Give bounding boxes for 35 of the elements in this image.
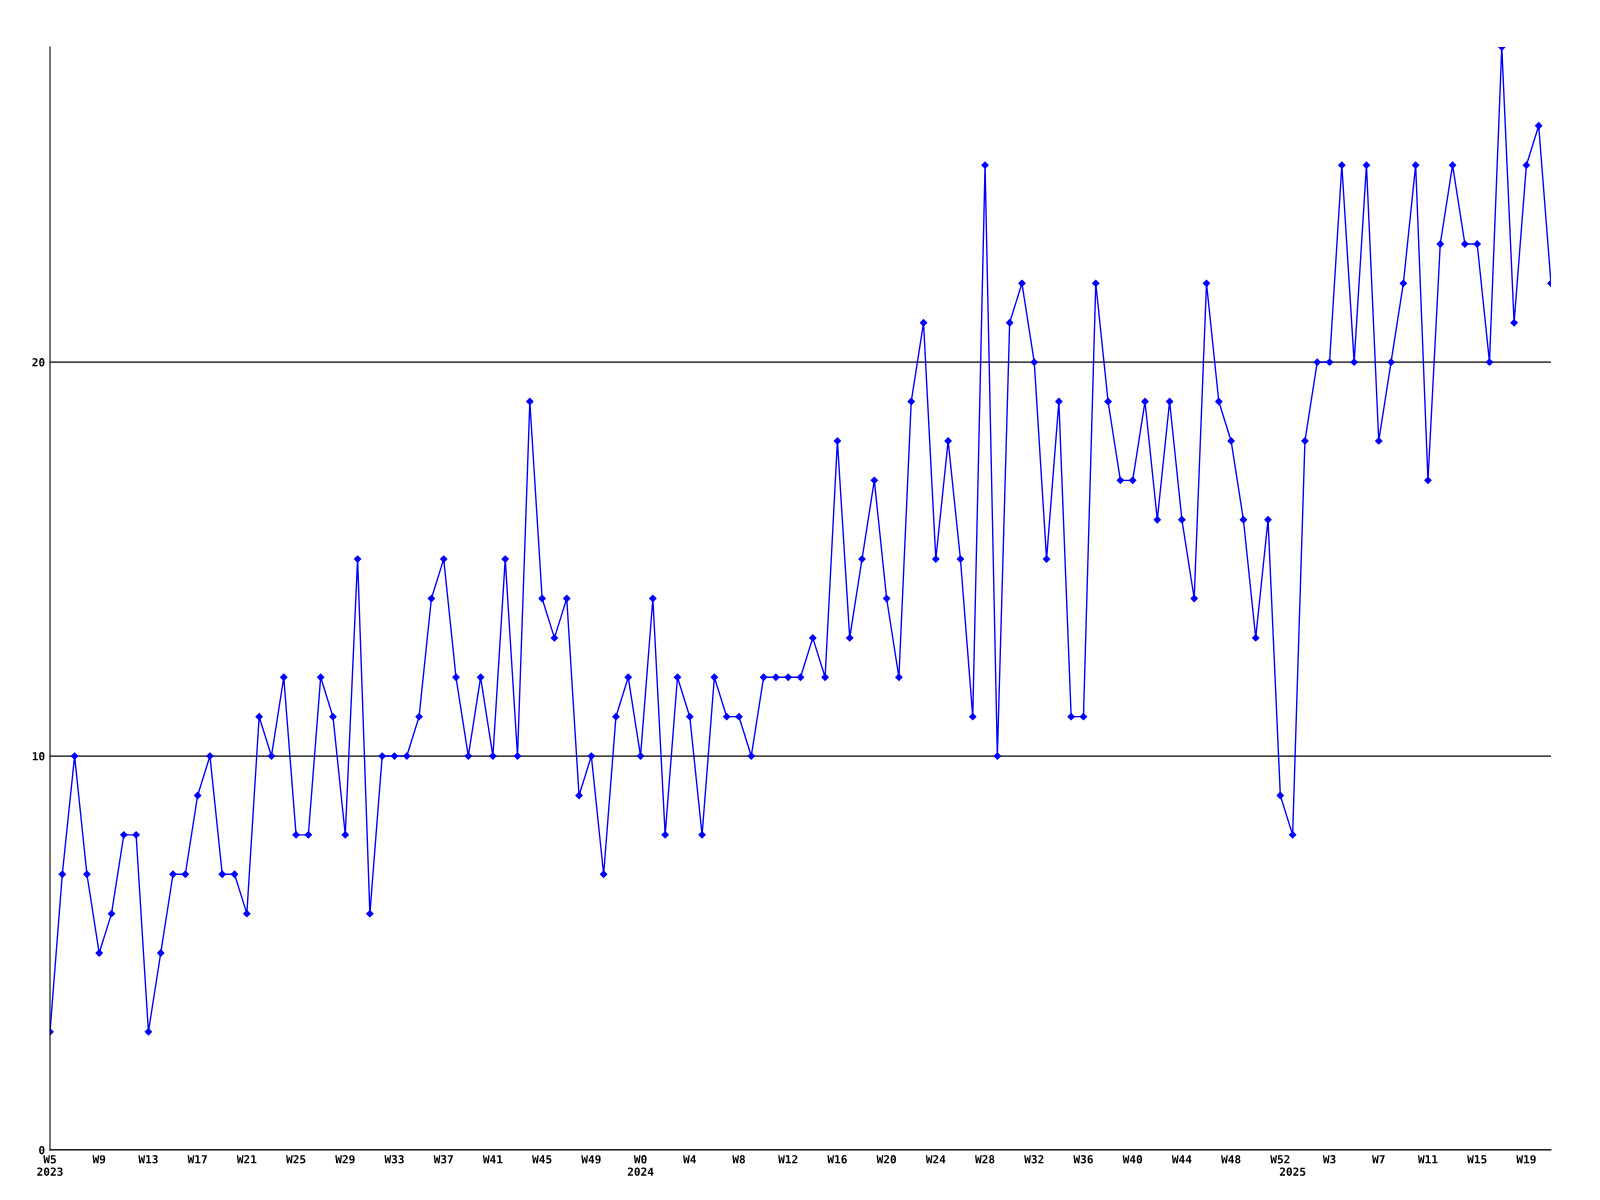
x-tick-label: W33 xyxy=(384,1155,404,1164)
x-tick-label: W5 2023 xyxy=(37,1155,63,1176)
x-tick-label: W11 xyxy=(1417,1155,1438,1164)
x-tick-label: W13 xyxy=(138,1155,158,1164)
x-tick-label: W37 xyxy=(433,1155,453,1164)
x-tick-label: W17 xyxy=(187,1155,207,1164)
x-tick-label: W16 xyxy=(827,1155,847,1164)
y-tick-label: 20 xyxy=(32,358,45,367)
x-tick-label: W49 xyxy=(581,1155,601,1164)
x-tick-label: W9 xyxy=(92,1155,106,1164)
x-tick-label: W15 xyxy=(1467,1155,1487,1164)
x-tick-label: W24 xyxy=(925,1155,946,1164)
x-tick-label: W3 xyxy=(1322,1155,1336,1164)
x-tick-label: W19 xyxy=(1516,1155,1536,1164)
x-tick-label: W52 xyxy=(1270,1155,1290,1164)
x-tick-label: 2025 xyxy=(1279,1167,1306,1176)
x-tick-label: W8 xyxy=(732,1155,745,1164)
x-tick-label: W45 xyxy=(532,1155,552,1164)
x-tick-label: W7 xyxy=(1372,1155,1385,1164)
x-tick-label: W4 xyxy=(683,1155,696,1164)
x-tick-label: W44 xyxy=(1171,1155,1192,1164)
x-tick-label: W21 xyxy=(236,1155,257,1164)
x-tick-label: W41 xyxy=(482,1155,503,1164)
x-tick-label: W28 xyxy=(975,1155,995,1164)
x-tick-label: W40 xyxy=(1122,1155,1143,1164)
x-tick-label: W32 xyxy=(1024,1155,1044,1164)
x-tick-label: W36 xyxy=(1073,1155,1093,1164)
y-tick-label: 0 xyxy=(39,1145,45,1155)
y-tick-label: 10 xyxy=(32,752,45,761)
x-tick-label: W0 2024 xyxy=(627,1155,654,1176)
x-tick-label: W20 xyxy=(876,1155,896,1164)
x-tick-label: W25 xyxy=(286,1155,306,1164)
x-tick-label: W29 xyxy=(335,1155,355,1164)
x-tick-label: W12 xyxy=(778,1155,798,1164)
x-tick-label: W48 xyxy=(1221,1155,1241,1164)
